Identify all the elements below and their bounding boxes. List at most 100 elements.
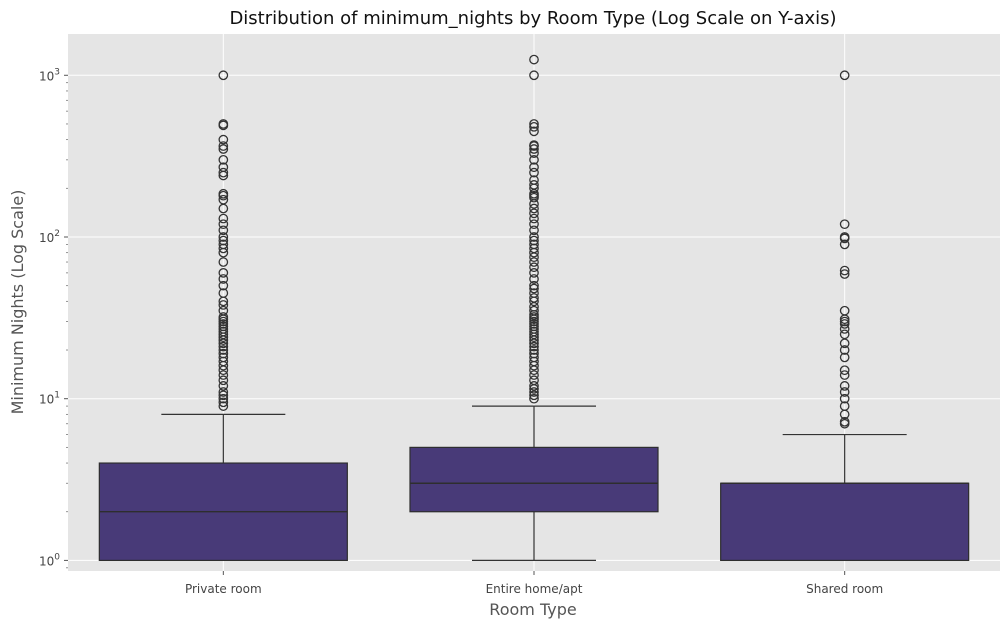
outlier-point bbox=[218, 134, 229, 145]
box-group bbox=[98, 70, 348, 562]
outlier-point bbox=[529, 239, 539, 250]
x-tick-label: Shared room bbox=[806, 582, 883, 596]
outlier-point bbox=[218, 326, 229, 337]
outlier-point bbox=[529, 208, 539, 219]
outlier-point bbox=[529, 225, 539, 236]
outlier-point bbox=[529, 283, 539, 294]
y-axis-label: Minimum Nights (Log Scale) bbox=[8, 190, 27, 415]
outlier-point bbox=[839, 352, 850, 363]
outlier-point bbox=[218, 348, 229, 359]
box-group bbox=[409, 54, 659, 562]
outlier-point bbox=[839, 269, 850, 279]
outlier-point bbox=[529, 348, 539, 359]
outlier-point bbox=[839, 381, 850, 391]
outlier-point bbox=[529, 370, 539, 380]
outlier-point bbox=[218, 300, 229, 310]
outlier-point bbox=[529, 257, 539, 267]
outlier-point bbox=[218, 401, 229, 411]
outlier-point bbox=[529, 390, 539, 401]
outlier-point bbox=[218, 387, 229, 397]
y-tick-label: 102 bbox=[39, 229, 60, 245]
outlier-point bbox=[218, 70, 229, 81]
outlier-point bbox=[529, 321, 539, 332]
outlier-point bbox=[218, 154, 229, 165]
outlier-point bbox=[218, 370, 229, 380]
outlier-point bbox=[839, 387, 850, 397]
outlier-point bbox=[218, 167, 229, 178]
outlier-point bbox=[529, 219, 539, 230]
outlier-point bbox=[218, 274, 229, 284]
outlier-point bbox=[839, 370, 850, 380]
outlier-point bbox=[529, 326, 539, 337]
x-axis-label: Room Type bbox=[489, 600, 576, 619]
outlier-point bbox=[218, 219, 229, 230]
outlier-point bbox=[218, 235, 229, 246]
outlier-point bbox=[218, 321, 229, 332]
outlier-point bbox=[839, 70, 850, 81]
outlier-point bbox=[839, 393, 850, 404]
outlier-point bbox=[529, 203, 539, 214]
outlier-point bbox=[839, 305, 850, 316]
box-group bbox=[720, 70, 970, 562]
outlier-point bbox=[529, 305, 539, 316]
iqr-box bbox=[720, 482, 970, 562]
y-tick-label: 101 bbox=[39, 391, 60, 407]
outlier-point bbox=[839, 416, 850, 427]
outlier-point bbox=[529, 387, 539, 397]
y-tick-label: 100 bbox=[39, 552, 60, 568]
outlier-point bbox=[218, 194, 229, 205]
x-axis: Private room Entire home/apt Shared room bbox=[185, 571, 883, 596]
y-axis: 100 101 102 103 bbox=[39, 67, 68, 568]
outlier-point bbox=[529, 167, 539, 178]
chart-title: Distribution of minimum_nights by Room T… bbox=[229, 8, 836, 29]
outlier-point bbox=[218, 162, 229, 173]
outlier-point bbox=[529, 154, 539, 165]
outlier-point bbox=[218, 288, 229, 298]
outlier-point bbox=[529, 144, 539, 154]
outlier-point bbox=[529, 235, 539, 246]
outlier-point bbox=[839, 219, 850, 230]
outlier-point bbox=[529, 324, 539, 334]
outlier-point bbox=[218, 268, 229, 278]
outlier-point bbox=[529, 280, 539, 291]
outlier-point bbox=[839, 232, 850, 242]
outlier-point bbox=[218, 305, 229, 316]
x-tick-label: Entire home/apt bbox=[486, 582, 583, 596]
outlier-point bbox=[529, 175, 539, 185]
outlier-point bbox=[529, 274, 539, 284]
outlier-point bbox=[529, 375, 539, 386]
outlier-point bbox=[839, 365, 850, 376]
boxes bbox=[98, 54, 970, 562]
outlier-point bbox=[218, 324, 229, 334]
outlier-point bbox=[529, 232, 539, 242]
outlier-point bbox=[529, 180, 539, 190]
outlier-point bbox=[218, 280, 229, 291]
outlier-point bbox=[218, 393, 229, 404]
outlier-point bbox=[218, 232, 229, 242]
outlier-point bbox=[218, 213, 229, 224]
outlier-point bbox=[529, 162, 539, 173]
outlier-point bbox=[839, 401, 850, 411]
outlier-point bbox=[218, 239, 229, 250]
outlier-point bbox=[218, 381, 229, 391]
outlier-point bbox=[529, 293, 539, 303]
iqr-box bbox=[409, 446, 659, 513]
outlier-point bbox=[839, 239, 850, 250]
outlier-point bbox=[218, 341, 229, 352]
outlier-point bbox=[529, 345, 539, 355]
outlier-point bbox=[529, 352, 539, 363]
outlier-point bbox=[218, 188, 229, 199]
x-tick-label: Private room bbox=[185, 582, 262, 596]
outlier-point bbox=[218, 119, 229, 129]
y-tick-label: 103 bbox=[39, 67, 60, 83]
outlier-point bbox=[839, 345, 850, 355]
outlier-point bbox=[218, 144, 229, 154]
outlier-point bbox=[218, 352, 229, 363]
outlier-point bbox=[529, 126, 539, 137]
outlier-point bbox=[839, 324, 850, 334]
outlier-point bbox=[839, 265, 850, 276]
outlier-point bbox=[218, 225, 229, 236]
outlier-point bbox=[529, 119, 539, 129]
outlier-point bbox=[218, 345, 229, 355]
